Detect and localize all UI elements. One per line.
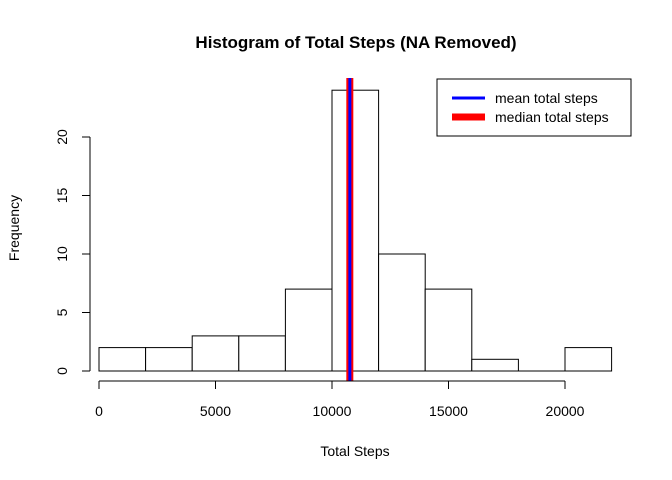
x-axis-label: Total Steps xyxy=(320,443,389,459)
y-axis: 0 5 10 15 20 xyxy=(54,129,91,375)
histogram-bar-7 xyxy=(424,288,473,372)
histogram-bar-3 xyxy=(238,335,286,372)
legend-label-0: mean total steps xyxy=(495,90,598,106)
histogram-bar-10 xyxy=(564,347,613,372)
bars-group xyxy=(98,89,613,372)
legend-box xyxy=(436,78,632,137)
y-tick-label-10: 10 xyxy=(54,246,70,262)
x-tick-label-5000: 5000 xyxy=(200,403,231,419)
histogram-bar-2 xyxy=(191,335,240,372)
histogram-bar-5 xyxy=(331,89,380,372)
y-tick-label-5: 5 xyxy=(54,308,70,316)
chart-title: Histogram of Total Steps (NA Removed) xyxy=(195,33,516,52)
histogram-bar-1 xyxy=(145,347,193,372)
y-axis-label: Frequency xyxy=(6,195,22,261)
histogram-bar-0 xyxy=(98,347,147,372)
histogram-bar-8 xyxy=(471,358,519,372)
x-tick-label-20000: 20000 xyxy=(546,403,585,419)
legend-label-1: median total steps xyxy=(495,109,609,125)
x-axis: 0 5000 10000 15000 20000 xyxy=(95,380,585,419)
x-tick-label-0: 0 xyxy=(95,403,103,419)
y-tick-label-15: 15 xyxy=(54,188,70,204)
y-tick-label-0: 0 xyxy=(54,367,70,375)
x-tick-label-10000: 10000 xyxy=(313,403,352,419)
histogram-bar-4 xyxy=(284,288,333,372)
legend: mean total steps median total steps xyxy=(436,78,632,137)
y-tick-label-20: 20 xyxy=(54,129,70,145)
x-tick-label-15000: 15000 xyxy=(429,403,468,419)
histogram-bar-6 xyxy=(378,253,426,372)
